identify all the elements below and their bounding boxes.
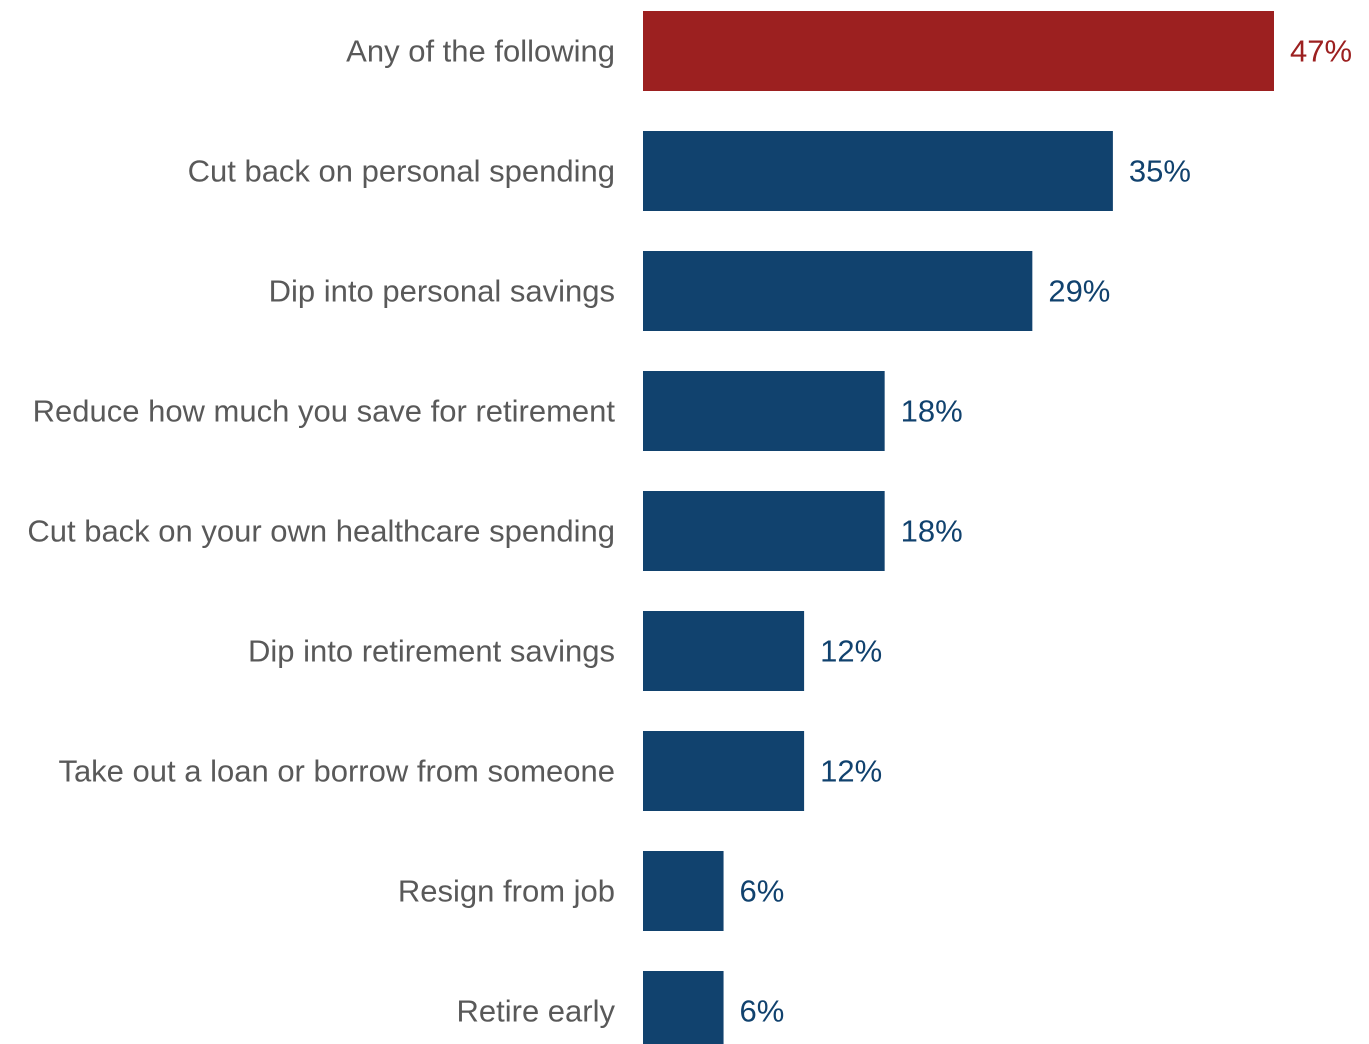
category-label: Take out a loan or borrow from someone bbox=[58, 754, 615, 789]
category-label: Retire early bbox=[457, 994, 616, 1029]
value-label: 18% bbox=[901, 394, 963, 429]
bars bbox=[643, 11, 1274, 1044]
value-label: 6% bbox=[740, 994, 785, 1029]
bar bbox=[643, 731, 805, 811]
category-label: Reduce how much you save for retirement bbox=[33, 394, 616, 429]
category-label: Any of the following bbox=[346, 34, 615, 69]
value-label: 35% bbox=[1129, 154, 1191, 189]
value-label: 12% bbox=[820, 634, 882, 669]
bar bbox=[643, 251, 1033, 331]
bar bbox=[643, 611, 805, 691]
bar bbox=[643, 491, 885, 571]
value-label: 18% bbox=[901, 514, 963, 549]
bar bbox=[643, 131, 1113, 211]
category-label: Cut back on your own healthcare spending bbox=[27, 514, 615, 549]
bar bbox=[643, 371, 885, 451]
bar bbox=[643, 11, 1274, 91]
value-label: 29% bbox=[1048, 274, 1110, 309]
category-labels: Any of the following Cut back on personal… bbox=[27, 34, 615, 1029]
value-label: 6% bbox=[740, 874, 785, 909]
category-label: Dip into retirement savings bbox=[248, 634, 615, 669]
category-label: Cut back on personal spending bbox=[188, 154, 615, 189]
bar bbox=[643, 971, 724, 1044]
value-label: 12% bbox=[820, 754, 882, 789]
value-label: 47% bbox=[1290, 34, 1352, 69]
value-labels: 47% 35% 29% 18% 18% 12% 12% 6% 6% bbox=[740, 34, 1352, 1029]
category-label: Dip into personal savings bbox=[269, 274, 615, 309]
category-label: Resign from job bbox=[398, 874, 615, 909]
bar bbox=[643, 851, 724, 931]
